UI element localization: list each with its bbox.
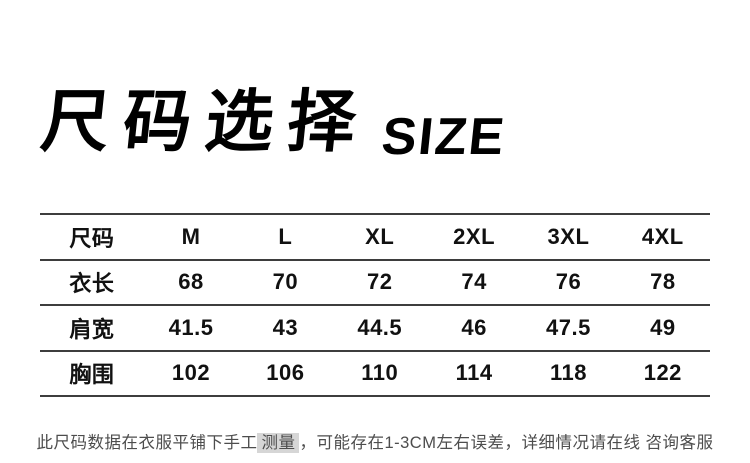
header-cell-label: 尺码	[69, 225, 115, 251]
measurement-cell: 78	[650, 269, 676, 295]
table-row: 衣长 68 70 72 74 76 78	[40, 259, 710, 306]
measurement-cell: 76	[555, 269, 582, 295]
header-cell-size: L	[278, 223, 293, 249]
measurement-cell: 68	[178, 269, 204, 295]
measurement-cell: 122	[643, 360, 682, 386]
measurement-cell: 102	[171, 360, 211, 386]
header-cell-size: 2XL	[453, 223, 496, 249]
page-title: 尺码选择 SIZE	[37, 84, 511, 166]
table-row: 胸围 102 106 110 114 118 122	[40, 350, 710, 396]
measurement-cell: 74	[461, 269, 487, 295]
row-label-cell: 肩宽	[69, 316, 115, 342]
size-table-head: 尺码 M L XL 2XL 3XL 4XL	[40, 214, 710, 260]
header-cell-size: M	[181, 223, 201, 249]
row-label-cell: 衣长	[69, 271, 115, 297]
header-cell-size: 3XL	[547, 223, 590, 249]
size-table: 尺码 M L XL 2XL 3XL 4XL 衣长 68 70 72 74 76 78 肩宽 41.5 43 44…	[40, 213, 710, 397]
measurement-note: 此尺码数据在衣服平铺下手工 测量 ，可能存在1-3CM左右误差，详细情况请在线 咨询…	[0, 431, 750, 457]
measurement-cell: 72	[367, 269, 393, 295]
header-cell-size: 4XL	[641, 223, 684, 249]
note-text-prefix: 此尺码数据在衣服平铺下手工	[36, 434, 258, 452]
table-row: 肩宽 41.5 43 44.5 46 47.5 49	[40, 305, 710, 351]
measurement-cell: 44.5	[357, 314, 403, 340]
header-cell-size: XL	[365, 223, 395, 249]
row-label-cell: 胸围	[69, 362, 115, 388]
page-title-english: SIZE	[378, 108, 509, 166]
note-text-suffix: ，可能存在1-3CM左右误差，详细情况请在线 咨询客服	[299, 434, 714, 452]
measurement-cell: 106	[266, 360, 305, 386]
measurement-cell: 43	[272, 314, 299, 340]
measurement-cell: 114	[455, 360, 493, 386]
note-text-highlighted: 测量	[257, 433, 300, 453]
measurement-cell: 46	[461, 314, 487, 340]
measurement-cell: 110	[361, 360, 399, 386]
measurement-cell: 49	[650, 314, 676, 340]
page-title-chinese: 尺码选择	[37, 84, 374, 160]
size-table-body: 衣长 68 70 72 74 76 78 肩宽 41.5 43 44.5 46 47.5 49 胸围 102 1…	[40, 259, 710, 396]
measurement-cell: 47.5	[546, 314, 591, 340]
measurement-cell: 118	[549, 360, 587, 386]
table-header-row: 尺码 M L XL 2XL 3XL 4XL	[40, 214, 710, 260]
measurement-cell: 41.5	[168, 314, 214, 340]
measurement-cell: 70	[272, 269, 299, 295]
